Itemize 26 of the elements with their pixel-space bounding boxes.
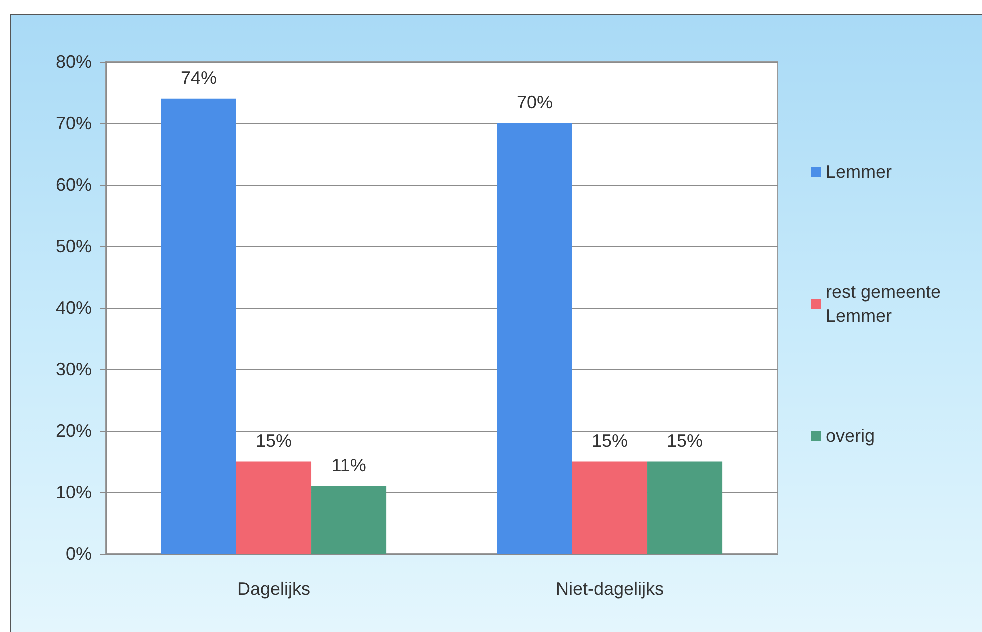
legend-label: rest gemeente Lemmer bbox=[826, 282, 946, 326]
bar bbox=[236, 462, 312, 554]
y-tick-label: 70% bbox=[56, 114, 92, 134]
x-tick-label: Dagelijks bbox=[237, 579, 311, 599]
data-label: 11% bbox=[332, 455, 366, 476]
y-tick-label: 50% bbox=[56, 236, 92, 256]
data-label: 74% bbox=[180, 68, 217, 88]
bar bbox=[572, 462, 648, 554]
legend-label: overig bbox=[826, 426, 876, 446]
data-label: 70% bbox=[516, 92, 553, 112]
y-tick-label: 10% bbox=[56, 482, 92, 502]
y-tick-label: 40% bbox=[56, 298, 92, 318]
y-tick-label: 60% bbox=[56, 175, 92, 195]
data-label: 15% bbox=[667, 430, 704, 451]
legend-label: Lemmer bbox=[826, 162, 892, 182]
bar bbox=[497, 124, 572, 554]
x-tick-label: Niet-dagelijks bbox=[556, 579, 664, 599]
bar bbox=[161, 98, 236, 554]
bar bbox=[648, 462, 723, 554]
bar bbox=[312, 486, 387, 554]
y-tick-label: 0% bbox=[66, 544, 92, 564]
y-tick-label: 30% bbox=[56, 360, 92, 380]
data-label: 15% bbox=[256, 430, 292, 451]
y-tick-label: 20% bbox=[56, 421, 92, 441]
y-tick-label: 80% bbox=[56, 52, 92, 72]
data-label: 15% bbox=[592, 430, 628, 451]
